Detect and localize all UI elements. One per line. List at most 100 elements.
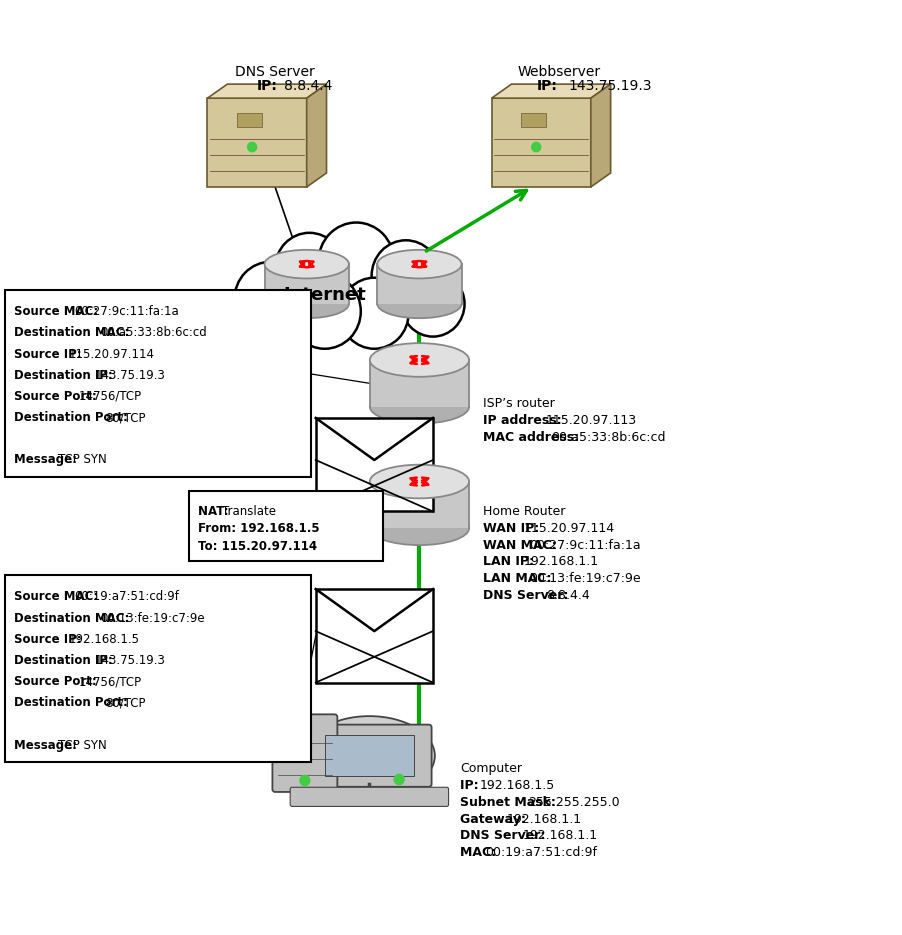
Text: Gateway:: Gateway: xyxy=(460,813,530,826)
Text: 115.20.97.114: 115.20.97.114 xyxy=(69,348,154,361)
Text: IP address:: IP address: xyxy=(483,414,566,427)
Ellipse shape xyxy=(370,465,469,498)
Text: DNS Server:: DNS Server: xyxy=(460,829,550,842)
FancyBboxPatch shape xyxy=(290,787,448,806)
Text: Destination Port:: Destination Port: xyxy=(14,411,132,424)
Text: 192.168.1.5: 192.168.1.5 xyxy=(480,779,555,792)
Text: 8.8.4.4: 8.8.4.4 xyxy=(546,589,590,602)
FancyBboxPatch shape xyxy=(5,290,311,477)
Text: IP:: IP: xyxy=(257,79,278,94)
Text: IP:: IP: xyxy=(460,779,483,792)
Ellipse shape xyxy=(377,250,462,279)
Text: Translate: Translate xyxy=(222,505,276,517)
Ellipse shape xyxy=(370,511,469,545)
Text: 115.20.97.113: 115.20.97.113 xyxy=(546,414,637,427)
Text: ISP’s router: ISP’s router xyxy=(483,397,555,410)
Text: 143.75.19.3: 143.75.19.3 xyxy=(95,368,166,381)
Text: Home Router: Home Router xyxy=(483,505,565,518)
Polygon shape xyxy=(207,98,307,187)
Text: LAN IP:: LAN IP: xyxy=(483,555,538,568)
Text: 14756/TCP: 14756/TCP xyxy=(79,390,143,403)
Text: Internet: Internet xyxy=(283,285,366,304)
Circle shape xyxy=(289,274,361,349)
Text: 00:a5:33:8b:6c:cd: 00:a5:33:8b:6c:cd xyxy=(551,431,666,444)
Circle shape xyxy=(275,233,344,304)
Circle shape xyxy=(340,278,409,349)
Text: TCP SYN: TCP SYN xyxy=(58,453,106,467)
Text: 192.168.1.1: 192.168.1.1 xyxy=(523,829,598,842)
Text: MAC:: MAC: xyxy=(460,846,501,859)
Text: 115.20.97.114: 115.20.97.114 xyxy=(524,522,615,535)
Text: TCP SYN: TCP SYN xyxy=(58,739,106,752)
Text: 143.75.19.3: 143.75.19.3 xyxy=(95,654,166,667)
Text: Source Port:: Source Port: xyxy=(14,390,100,403)
Text: Source IP:: Source IP: xyxy=(14,633,86,646)
Circle shape xyxy=(247,142,256,151)
Text: Source MAC:: Source MAC: xyxy=(14,305,102,318)
Text: 192.168.1.1: 192.168.1.1 xyxy=(507,813,582,826)
FancyBboxPatch shape xyxy=(377,264,462,304)
Text: MAC address:: MAC address: xyxy=(483,431,583,444)
Text: 14756/TCP: 14756/TCP xyxy=(79,675,143,688)
FancyBboxPatch shape xyxy=(325,735,414,775)
Text: Destination IP:: Destination IP: xyxy=(14,654,116,667)
Text: 00:19:a7:51:cd:9f: 00:19:a7:51:cd:9f xyxy=(74,590,179,603)
Circle shape xyxy=(372,240,440,311)
Text: 143.75.19.3: 143.75.19.3 xyxy=(568,79,652,94)
Text: LAN MAC:: LAN MAC: xyxy=(483,572,556,585)
Ellipse shape xyxy=(304,716,435,796)
Circle shape xyxy=(299,775,310,785)
Text: WAN MAC:: WAN MAC: xyxy=(483,539,561,552)
Polygon shape xyxy=(492,98,591,187)
Text: From: 192.168.1.5: From: 192.168.1.5 xyxy=(198,523,324,536)
Polygon shape xyxy=(591,84,611,187)
Circle shape xyxy=(532,142,541,151)
Text: Webbserver: Webbserver xyxy=(518,65,601,79)
Text: Destination MAC:: Destination MAC: xyxy=(14,326,133,339)
Ellipse shape xyxy=(264,250,349,279)
Text: 8.8.4.4: 8.8.4.4 xyxy=(284,79,333,94)
Text: DNS Server:: DNS Server: xyxy=(483,589,573,602)
FancyBboxPatch shape xyxy=(345,795,393,804)
Ellipse shape xyxy=(370,390,469,424)
FancyBboxPatch shape xyxy=(189,491,383,561)
FancyBboxPatch shape xyxy=(370,360,469,407)
Text: 00:19:a7:51:cd:9f: 00:19:a7:51:cd:9f xyxy=(485,846,597,859)
Text: 00:27:9c:11:fa:1a: 00:27:9c:11:fa:1a xyxy=(74,305,179,318)
Text: Destination MAC:: Destination MAC: xyxy=(14,611,133,625)
Text: Computer: Computer xyxy=(460,762,522,775)
FancyBboxPatch shape xyxy=(521,113,546,126)
Text: 192.168.1.1: 192.168.1.1 xyxy=(524,555,599,568)
Text: 192.168.1.5: 192.168.1.5 xyxy=(69,633,140,646)
Text: Message:: Message: xyxy=(14,739,80,752)
Text: Source MAC:: Source MAC: xyxy=(14,590,102,603)
Text: 00:27:9c:11:fa:1a: 00:27:9c:11:fa:1a xyxy=(529,539,641,552)
Text: To: 115.20.97.114: To: 115.20.97.114 xyxy=(198,540,322,554)
FancyBboxPatch shape xyxy=(5,575,311,762)
Text: WAN IP:: WAN IP: xyxy=(483,522,543,535)
Polygon shape xyxy=(492,84,611,98)
FancyBboxPatch shape xyxy=(370,482,469,528)
FancyBboxPatch shape xyxy=(272,714,337,792)
Text: 80/TCP: 80/TCP xyxy=(106,411,146,424)
Text: 00:13:fe:19:c7:9e: 00:13:fe:19:c7:9e xyxy=(100,611,205,625)
FancyBboxPatch shape xyxy=(264,264,349,304)
Ellipse shape xyxy=(377,290,462,318)
Text: Subnet Mask:: Subnet Mask: xyxy=(460,796,560,809)
Text: 255.255.255.0: 255.255.255.0 xyxy=(529,796,621,809)
Ellipse shape xyxy=(264,290,349,318)
Text: DNS Server: DNS Server xyxy=(235,65,315,79)
Text: IP:: IP: xyxy=(537,79,557,94)
Polygon shape xyxy=(207,84,327,98)
Text: Message:: Message: xyxy=(14,453,80,467)
Text: 00:a5:33:8b:6c:cd: 00:a5:33:8b:6c:cd xyxy=(100,326,207,339)
Text: NAT:: NAT: xyxy=(198,505,234,517)
FancyBboxPatch shape xyxy=(316,589,433,683)
Circle shape xyxy=(394,774,404,784)
Text: Source IP:: Source IP: xyxy=(14,348,86,361)
FancyBboxPatch shape xyxy=(307,725,431,787)
Text: Destination Port:: Destination Port: xyxy=(14,697,132,710)
Text: 80/TCP: 80/TCP xyxy=(106,697,146,710)
Polygon shape xyxy=(307,84,327,187)
Circle shape xyxy=(401,271,465,337)
